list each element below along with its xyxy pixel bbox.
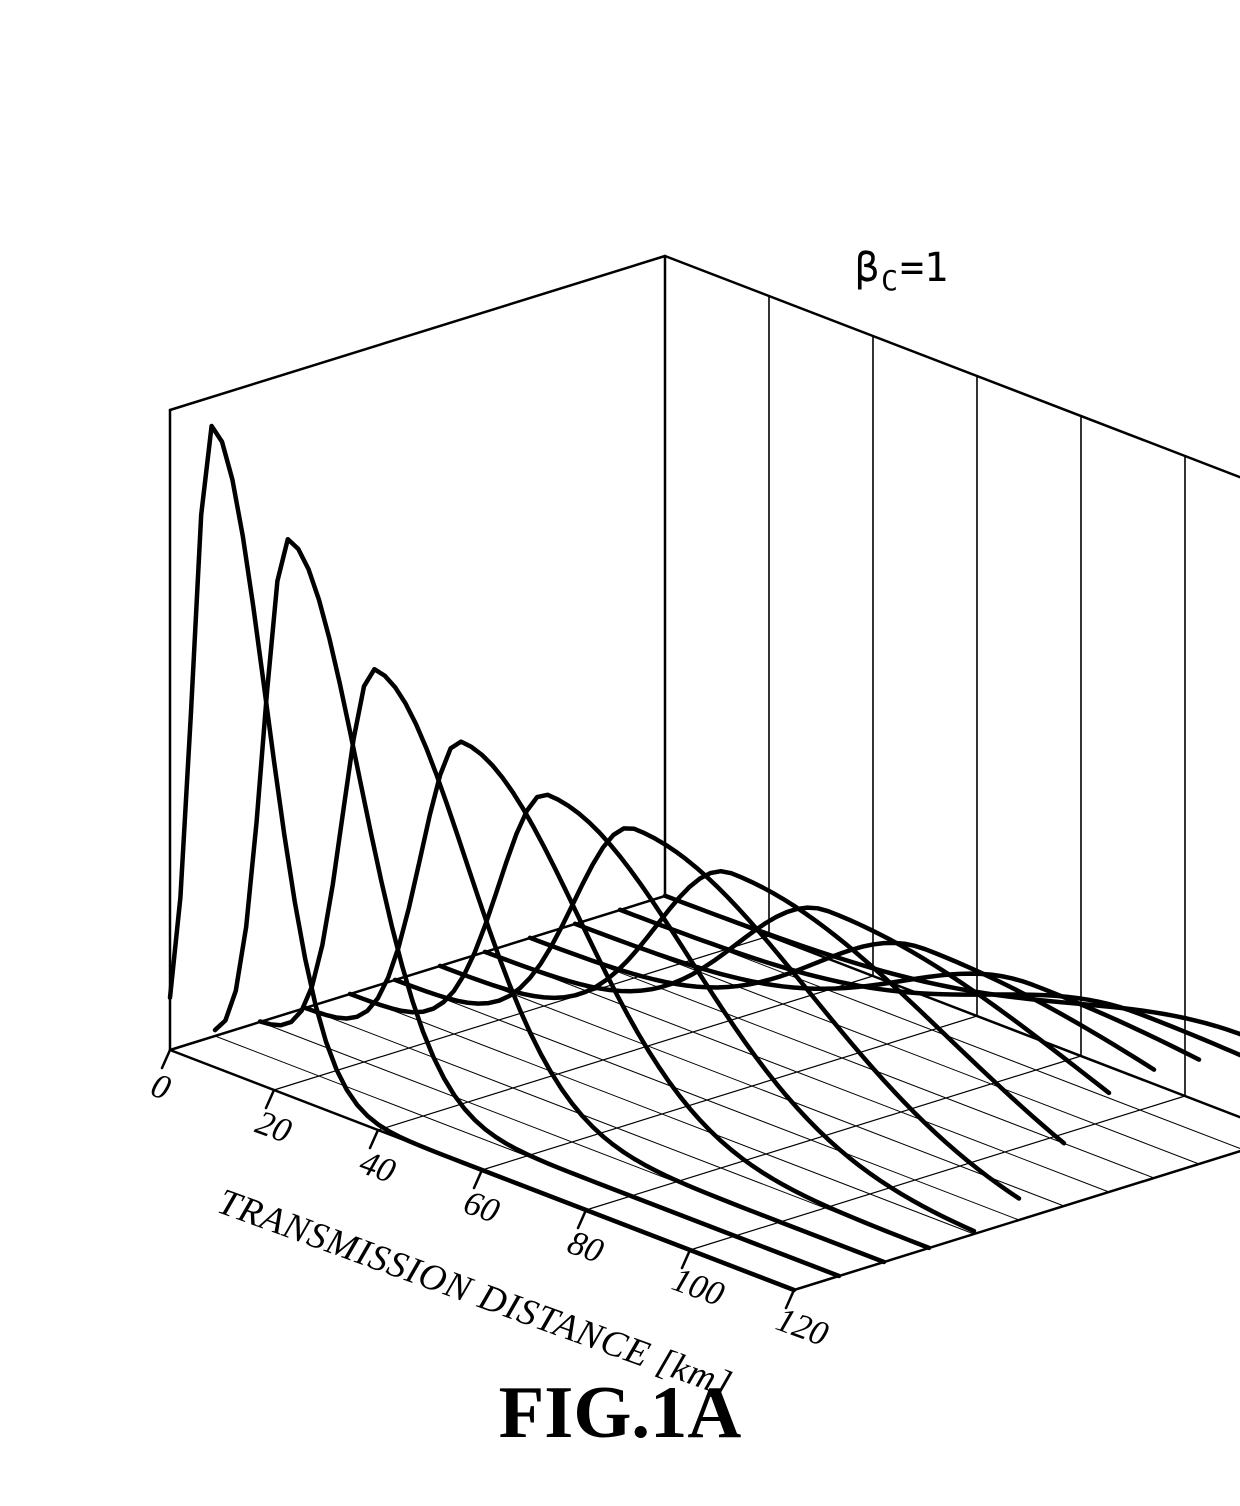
figure-caption: FIG.1A (0, 1370, 1240, 1456)
chart-svg (0, 0, 1240, 1506)
beta-value: =1 (900, 245, 948, 291)
parameter-annotation: βC=1 (855, 245, 948, 297)
beta-subscript: C (879, 264, 900, 297)
figure-stage: βC=1 FIG.1A 020406080100120TRANSMISSION … (0, 0, 1240, 1506)
beta-symbol: β (855, 245, 879, 291)
